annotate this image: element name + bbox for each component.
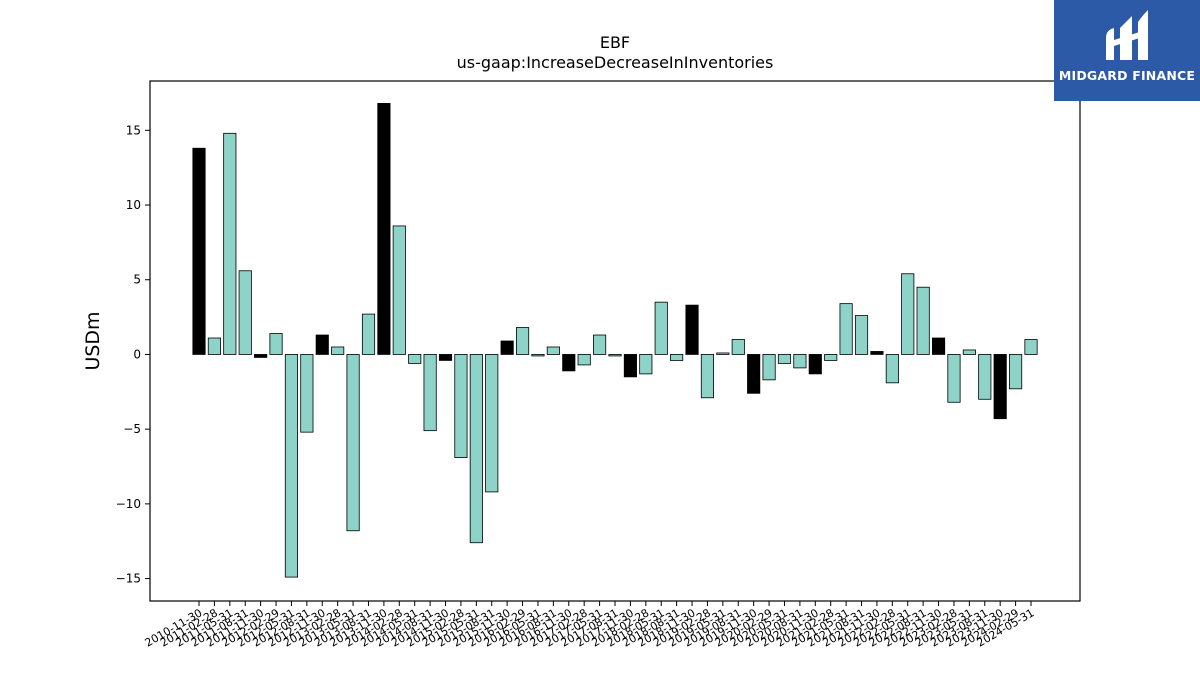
bar <box>685 304 699 355</box>
y-tick-label: −5 <box>123 422 141 436</box>
bar <box>839 303 853 355</box>
bar <box>392 225 406 355</box>
bar <box>978 354 992 400</box>
bar <box>777 354 792 364</box>
bar <box>901 273 915 355</box>
chart-subtitle: us-gaap:IncreaseDecreaseInInventories <box>457 53 774 72</box>
y-tick-label: 5 <box>133 273 141 287</box>
bar <box>315 334 329 355</box>
bar <box>962 349 976 355</box>
y-tick-label: 15 <box>126 123 141 137</box>
bar <box>562 354 576 372</box>
bar <box>931 337 946 355</box>
bar <box>469 354 483 544</box>
axis-ticks: 2010-11-302011-02-282011-05-312011-08-31… <box>116 123 1037 649</box>
bar <box>993 354 1007 420</box>
bar <box>300 354 314 433</box>
bar <box>515 327 530 355</box>
bar <box>284 354 299 578</box>
bar <box>454 354 468 458</box>
bar <box>254 354 268 358</box>
bar <box>670 354 684 361</box>
bar <box>223 132 237 355</box>
y-tick-label: −10 <box>116 497 141 511</box>
bar <box>623 354 637 378</box>
bar <box>593 334 607 355</box>
brand-logo-icon <box>1106 10 1148 60</box>
bar <box>870 351 884 355</box>
bar <box>654 301 668 355</box>
chart-title: EBF <box>600 33 630 52</box>
bar <box>731 339 745 355</box>
bar <box>854 315 869 355</box>
bar <box>485 354 499 493</box>
bar <box>346 354 360 532</box>
brand-name: MIDGARD FINANCE <box>1058 68 1196 83</box>
y-tick-label: 10 <box>126 198 141 212</box>
bar <box>947 354 961 403</box>
bar <box>577 354 591 366</box>
bar <box>808 354 822 375</box>
bar <box>531 354 545 357</box>
bar <box>408 354 422 364</box>
bar <box>192 147 206 355</box>
bar <box>885 354 899 384</box>
bar <box>639 354 653 375</box>
bar <box>546 346 560 355</box>
bar <box>793 354 807 369</box>
bar <box>361 313 376 355</box>
bar <box>916 286 930 355</box>
bar <box>608 354 622 357</box>
y-axis-label: USDm <box>82 311 104 370</box>
bars <box>192 103 1038 578</box>
y-tick-label: −15 <box>116 572 141 586</box>
bar <box>762 354 776 381</box>
bar <box>1024 339 1038 355</box>
bar <box>500 340 514 355</box>
bar <box>824 354 838 361</box>
bar <box>331 346 345 355</box>
y-tick-label: 0 <box>133 347 141 361</box>
bar <box>438 354 453 361</box>
bar <box>269 333 283 355</box>
bar <box>207 337 221 355</box>
bar <box>1009 354 1023 390</box>
bar <box>423 354 437 432</box>
bar <box>747 354 761 394</box>
bar <box>700 354 715 399</box>
brand-logo: MIDGARD FINANCE <box>1054 0 1200 101</box>
bar <box>716 352 730 355</box>
bar <box>377 103 391 355</box>
plot-frame <box>149 80 1081 602</box>
bar <box>238 270 252 355</box>
